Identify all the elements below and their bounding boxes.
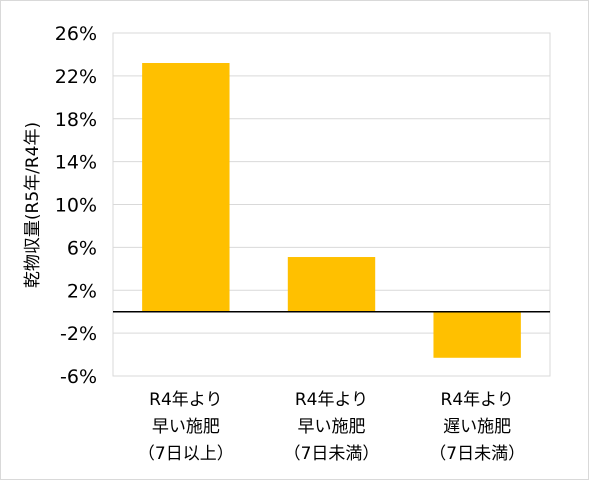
category-label: （7日以上）	[138, 444, 234, 464]
y-tick-labels: 26% 22% 18% 14% 10% 6% 2% -2% -6%	[55, 23, 97, 388]
y-axis-title: 乾物収量(R5年/R4年)	[23, 122, 43, 288]
category-label: 早い施肥	[298, 417, 366, 437]
category-label: R4年より	[441, 390, 514, 410]
y-tick-label: 10%	[55, 195, 97, 217]
category-label: （7日未満）	[284, 444, 380, 464]
category-label: 遅い施肥	[443, 417, 511, 437]
category-label: R4年より	[149, 390, 222, 410]
y-tick-label: 2%	[67, 280, 97, 302]
y-tick-label: 14%	[55, 152, 97, 174]
y-tick-label: 6%	[67, 237, 97, 259]
y-tick-label: 22%	[55, 66, 97, 88]
y-tick-label: 18%	[55, 109, 97, 131]
bar	[287, 257, 376, 312]
y-tick-label: -2%	[60, 323, 97, 345]
category-label: 早い施肥	[152, 417, 220, 437]
y-tick-label: -6%	[60, 366, 97, 388]
bar	[433, 311, 521, 358]
bar	[142, 63, 230, 312]
y-tick-label: 26%	[55, 23, 97, 45]
bars	[142, 63, 521, 358]
category-label: （7日未満）	[429, 444, 525, 464]
gridlines	[112, 32, 551, 377]
category-label: R4年より	[295, 390, 368, 410]
